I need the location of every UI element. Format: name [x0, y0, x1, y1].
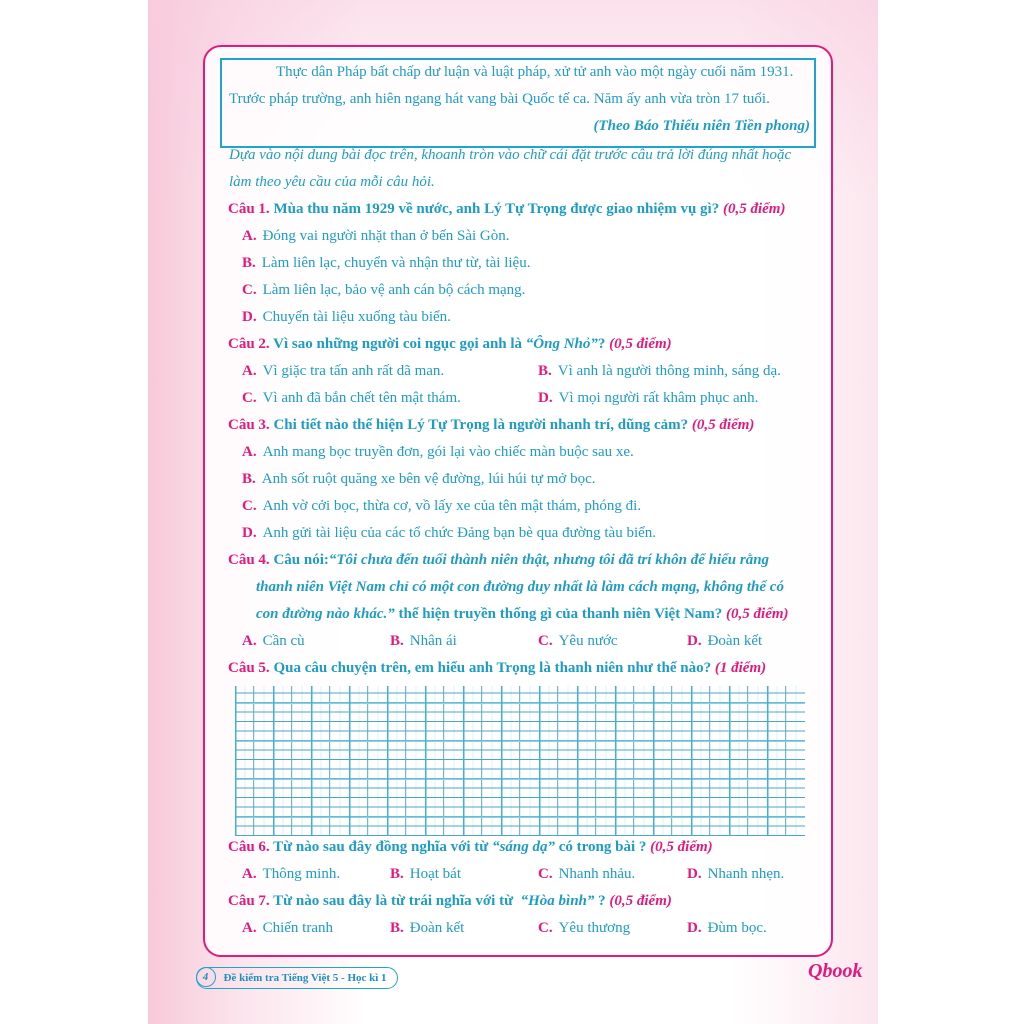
passage-line: Trước pháp trường, anh hiên ngang hát va…: [229, 91, 770, 107]
option[interactable]: C. Yêu nước: [538, 633, 618, 649]
option[interactable]: C. Nhanh nhảu.: [538, 866, 636, 882]
option[interactable]: D. Anh gửi tài liệu của các tổ chức Đảng …: [242, 525, 657, 541]
passage-source: (Theo Báo Thiếu niên Tiền phong): [593, 118, 810, 134]
option[interactable]: A. Đóng vai người nhặt than ở bến Sài Gòn…: [242, 228, 510, 244]
option[interactable]: D. Đoàn kết: [687, 633, 763, 649]
question-4-line: thanh niên Việt Nam chỉ có một con đường…: [256, 579, 784, 595]
option[interactable]: A. Chiến tranh: [242, 920, 333, 936]
question-6: Câu 6. Từ nào sau đây đồng nghĩa với từ …: [228, 839, 713, 855]
question-1: Câu 1. Mùa thu năm 1929 về nước, anh Lý …: [228, 201, 786, 217]
option[interactable]: B. Nhân ái: [390, 633, 457, 649]
question-4-line: con đường nào khác.” thể hiện truyền thố…: [256, 606, 789, 622]
option[interactable]: B. Làm liên lạc, chuyển và nhận thư từ, t…: [242, 255, 531, 271]
option[interactable]: A. Thông minh.: [242, 866, 341, 882]
option[interactable]: B. Anh sốt ruột quăng xe bên vệ đường, lú…: [242, 471, 596, 487]
instruction: làm theo yêu cầu của mỗi câu hỏi.: [229, 174, 435, 190]
option[interactable]: A. Cần cù: [242, 633, 305, 649]
option[interactable]: D. Chuyển tài liệu xuống tàu biển.: [242, 309, 451, 325]
book-title: Đề kiểm tra Tiếng Việt 5 - Học kì 1: [223, 972, 387, 984]
option[interactable]: B. Vì anh là người thông minh, sáng dạ.: [538, 363, 781, 379]
instruction: Dựa vào nội dung bài đọc trên, khoanh tr…: [229, 147, 792, 163]
option[interactable]: A. Anh mang bọc truyền đơn, gói lại vào c…: [242, 444, 634, 460]
passage-line: Thực dân Pháp bất chấp dư luận và luật p…: [276, 64, 794, 80]
option[interactable]: C. Yêu thương: [538, 920, 631, 936]
question-3: Câu 3. Chi tiết nào thể hiện Lý Tự Trọng…: [228, 417, 755, 433]
writing-grid[interactable]: [235, 686, 805, 836]
option[interactable]: B. Đoàn kết: [390, 920, 465, 936]
option[interactable]: C. Làm liên lạc, bảo vệ anh cán bộ cách m…: [242, 282, 526, 298]
option[interactable]: D. Vì mọi người rất khâm phục anh.: [538, 390, 759, 406]
option[interactable]: A. Vì giặc tra tấn anh rất dã man.: [242, 363, 445, 379]
passage-box: [220, 58, 816, 148]
question-2: Câu 2. Vì sao những người coi ngục gọi a…: [228, 336, 672, 352]
option[interactable]: C. Vì anh đã bắn chết tên mật thám.: [242, 390, 461, 406]
question-5: Câu 5. Qua câu chuyện trên, em hiểu anh …: [228, 660, 767, 676]
qbook-logo: Qbook: [808, 960, 863, 982]
option[interactable]: D. Nhanh nhẹn.: [687, 866, 785, 882]
question-4: Câu 4. Câu nói:“Tôi chưa đến tuổi thành …: [228, 552, 770, 568]
option[interactable]: D. Đùm bọc.: [687, 920, 767, 936]
question-7: Câu 7. Từ nào sau đây là từ trái nghĩa v…: [228, 893, 672, 909]
option[interactable]: B. Hoạt bát: [390, 866, 461, 882]
footer-banner: 4 Đề kiểm tra Tiếng Việt 5 - Học kì 1: [195, 967, 398, 989]
page-number: 4: [195, 967, 216, 988]
option[interactable]: C. Anh vờ cởi bọc, thừa cơ, vồ lấy xe của…: [242, 498, 642, 514]
